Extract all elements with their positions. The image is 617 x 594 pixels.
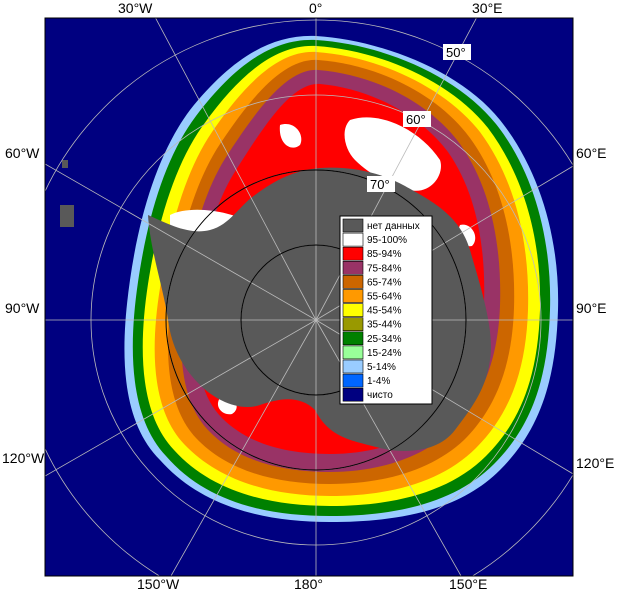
legend-swatch xyxy=(342,303,364,317)
label-lon-180: 180° xyxy=(294,576,323,592)
legend: нет данных 95-100% 85-94% 75-84% 65-74% 55-64… xyxy=(339,215,433,405)
label-lat-70: 70° xyxy=(370,177,390,192)
label-lon-60w: 60°W xyxy=(5,145,40,161)
legend-label: 95-100% xyxy=(367,235,407,246)
legend-swatch xyxy=(342,275,364,289)
legend-label: 35-44% xyxy=(367,320,402,331)
label-lon-120e: 120°E xyxy=(576,455,614,471)
label-lon-30e: 30°E xyxy=(472,0,503,16)
legend-label: 15-24% xyxy=(367,348,402,359)
legend-swatch xyxy=(342,232,364,247)
label-lon-30w: 30°W xyxy=(118,0,153,16)
label-lat-50: 50° xyxy=(446,45,466,60)
legend-swatch xyxy=(342,387,364,402)
label-lat-60: 60° xyxy=(406,112,426,127)
label-lon-90w: 90°W xyxy=(5,300,40,316)
label-lon-150e: 150°E xyxy=(449,576,487,592)
legend-swatch xyxy=(342,317,364,332)
lat-60-label-bg xyxy=(403,111,431,127)
legend-label: 55-64% xyxy=(367,292,402,303)
legend-label: 45-54% xyxy=(367,306,402,317)
label-lon-90e: 90°E xyxy=(576,300,607,316)
label-lon-0: 0° xyxy=(309,0,322,16)
legend-swatch xyxy=(342,373,364,388)
no-data-speck xyxy=(62,160,68,168)
legend-label: 5-14% xyxy=(367,362,396,373)
label-lon-150w: 150°W xyxy=(137,576,180,592)
lat-70-label-bg xyxy=(367,176,395,192)
legend-label: 65-74% xyxy=(367,277,402,288)
legend-label: 25-34% xyxy=(367,334,402,345)
lat-50-label-bg xyxy=(443,44,471,60)
legend-label: 85-94% xyxy=(367,249,402,260)
legend-swatch xyxy=(342,260,364,275)
legend-label: чисто xyxy=(367,390,393,401)
legend-label: нет данных xyxy=(367,221,420,232)
no-data-speck xyxy=(60,205,74,227)
map-frame xyxy=(44,17,574,577)
legend-swatch xyxy=(342,331,364,346)
legend-swatch xyxy=(342,289,364,303)
legend-swatch xyxy=(342,246,364,261)
label-lon-120w: 120°W xyxy=(2,450,45,466)
legend-swatch xyxy=(342,218,364,233)
legend-label: 1-4% xyxy=(367,376,390,387)
legend-swatch xyxy=(342,345,364,360)
label-lon-60e: 60°E xyxy=(576,145,607,161)
legend-label: 75-84% xyxy=(367,263,402,274)
legend-swatch xyxy=(342,359,364,374)
